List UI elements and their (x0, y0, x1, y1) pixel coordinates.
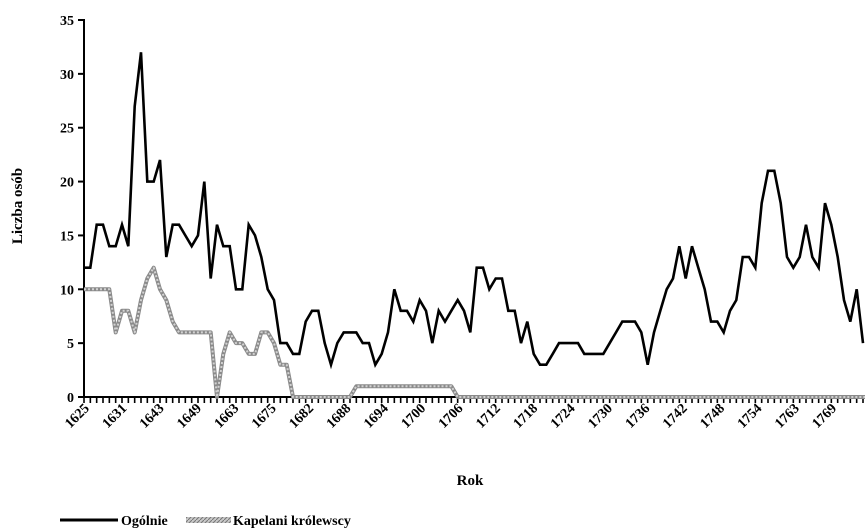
x-tick-label: 1688 (324, 401, 354, 431)
series-line-ogolnie (84, 52, 865, 370)
y-tick-label: 0 (67, 391, 74, 406)
x-tick-label: 1742 (660, 401, 690, 431)
legend: Ogólnie Kapelani królewscy (60, 514, 351, 529)
x-tick-label: 1700 (399, 401, 429, 431)
x-tick-label: 1663 (212, 401, 242, 431)
x-tick-label: 1694 (361, 401, 391, 431)
x-tick-label: 1754 (735, 401, 765, 431)
x-tick-label: 1631 (100, 401, 130, 431)
x-tick-label: 1712 (473, 401, 503, 431)
x-tick-label: 1763 (772, 401, 802, 431)
y-tick-label: 5 (67, 337, 74, 352)
x-tick-label: 1718 (511, 401, 541, 431)
x-axis-title: Rok (457, 473, 484, 489)
series-line-kapelani-krolewscy (84, 266, 865, 398)
y-tick-label: 10 (60, 283, 74, 298)
y-tick-label: 30 (60, 68, 74, 83)
y-axis-ticks: 0 5 10 15 20 25 30 35 (60, 14, 84, 406)
x-tick-label: 1748 (698, 401, 728, 431)
x-tick-label: 1724 (548, 401, 578, 431)
legend-label-kapelani: Kapelani królewscy (233, 514, 351, 529)
x-axis-ticks: 1625 1631 1643 1649 1663 1675 1682 1688 1694 1700… (62, 397, 864, 432)
x-tick-label: 1643 (137, 401, 167, 431)
legend-swatch-kapelani (186, 517, 231, 523)
series-layer (84, 52, 865, 399)
legend-label-ogolnie: Ogólnie (121, 514, 168, 529)
x-tick-label: 1706 (436, 401, 466, 431)
x-tick-label: 1736 (623, 401, 653, 431)
y-tick-label: 25 (60, 122, 74, 137)
x-tick-label: 1675 (249, 401, 279, 431)
y-tick-label: 35 (60, 14, 74, 29)
y-tick-label: 20 (60, 176, 74, 191)
y-tick-label: 15 (60, 229, 74, 244)
x-tick-label: 1769 (810, 401, 840, 431)
x-tick-label: 1682 (287, 401, 317, 431)
x-tick-label: 1649 (175, 401, 205, 431)
y-axis-title: Liczba osób (10, 168, 26, 244)
x-tick-label: 1730 (586, 401, 616, 431)
